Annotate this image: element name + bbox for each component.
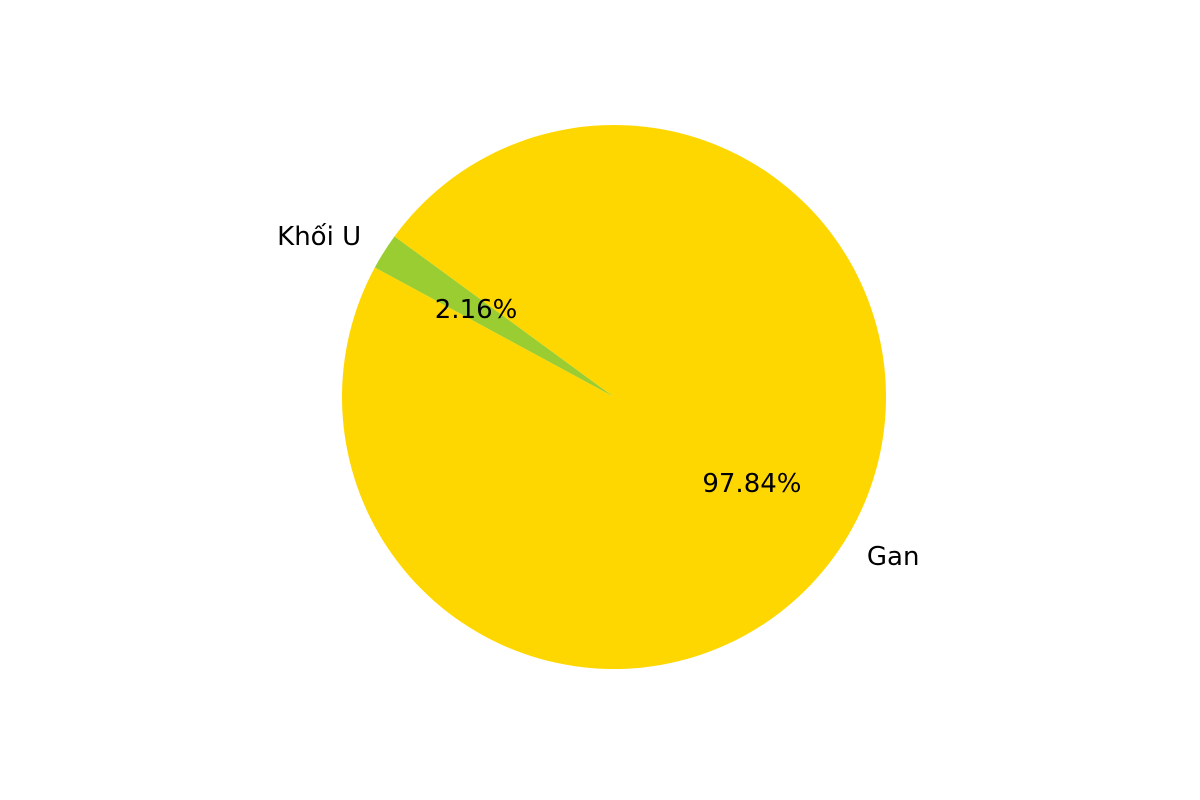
pie-slice-gan — [341, 125, 886, 670]
slice-percent-label: 2.16% — [435, 295, 518, 325]
pie-labels: 2.16% Khối U 97.84% Gan — [277, 222, 919, 572]
slice-category-label: Gan — [867, 542, 920, 572]
pie-slices — [341, 125, 886, 670]
slice-percent-label: 97.84% — [702, 469, 801, 499]
pie-slice-khoi-u — [374, 236, 614, 397]
slice-category-label: Khối U — [277, 222, 361, 252]
